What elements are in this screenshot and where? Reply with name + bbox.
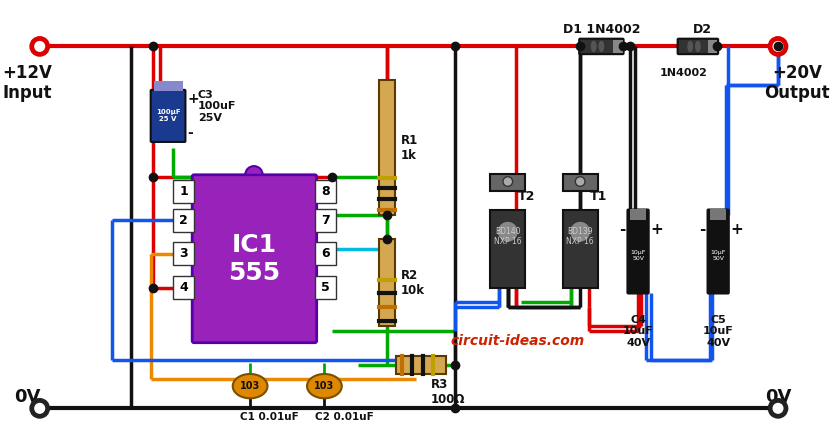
Text: T1: T1 bbox=[590, 190, 608, 202]
Text: 10μF
50V: 10μF 50V bbox=[710, 250, 726, 261]
FancyBboxPatch shape bbox=[627, 210, 649, 293]
Text: 6: 6 bbox=[321, 247, 330, 260]
FancyBboxPatch shape bbox=[379, 239, 395, 326]
Text: 7: 7 bbox=[321, 214, 330, 227]
Bar bbox=[154, 81, 183, 91]
Ellipse shape bbox=[307, 374, 342, 398]
FancyBboxPatch shape bbox=[707, 210, 729, 293]
Ellipse shape bbox=[687, 41, 693, 52]
Circle shape bbox=[497, 221, 519, 242]
Text: 5: 5 bbox=[321, 281, 330, 294]
Text: BD139
NXP 16: BD139 NXP 16 bbox=[566, 227, 594, 246]
Text: 0V: 0V bbox=[764, 388, 791, 406]
Text: 103: 103 bbox=[240, 381, 261, 391]
Text: 0V: 0V bbox=[14, 388, 41, 406]
Bar bbox=[707, 40, 717, 53]
Text: C1 0.01uF: C1 0.01uF bbox=[241, 412, 299, 422]
Text: R2
10k: R2 10k bbox=[401, 269, 425, 297]
Bar bbox=[173, 276, 194, 299]
Circle shape bbox=[769, 37, 788, 56]
FancyBboxPatch shape bbox=[563, 211, 598, 288]
Circle shape bbox=[30, 37, 49, 56]
Text: C5
10uF
40V: C5 10uF 40V bbox=[703, 314, 734, 348]
Bar bbox=[710, 209, 726, 220]
FancyBboxPatch shape bbox=[579, 39, 623, 54]
Text: D2: D2 bbox=[693, 22, 712, 35]
Text: T2: T2 bbox=[517, 190, 535, 202]
Text: -: - bbox=[188, 126, 193, 140]
Bar bbox=[315, 209, 336, 232]
Text: R3
100Ω: R3 100Ω bbox=[431, 378, 465, 406]
Text: 2: 2 bbox=[179, 214, 188, 227]
Bar bbox=[173, 209, 194, 232]
Bar bbox=[315, 242, 336, 266]
Text: C3
100uF
25V: C3 100uF 25V bbox=[198, 90, 237, 123]
Text: 8: 8 bbox=[321, 185, 330, 198]
Text: -: - bbox=[699, 222, 706, 237]
Text: -: - bbox=[619, 222, 626, 237]
Text: +20V
Output: +20V Output bbox=[764, 64, 830, 103]
Bar bbox=[630, 209, 646, 220]
Text: circuit-ideas.com: circuit-ideas.com bbox=[451, 334, 584, 348]
Circle shape bbox=[769, 399, 788, 418]
Circle shape bbox=[35, 404, 45, 413]
Bar bbox=[613, 40, 622, 53]
FancyBboxPatch shape bbox=[491, 211, 525, 288]
Circle shape bbox=[30, 399, 49, 418]
FancyBboxPatch shape bbox=[396, 356, 446, 374]
Text: 1N4002: 1N4002 bbox=[660, 69, 707, 78]
Bar bbox=[491, 174, 525, 191]
Text: +: + bbox=[651, 222, 663, 237]
Bar bbox=[173, 180, 194, 203]
Text: IC1
555: IC1 555 bbox=[228, 233, 280, 284]
Text: C2 0.01uF: C2 0.01uF bbox=[315, 412, 374, 422]
Text: 103: 103 bbox=[315, 381, 334, 391]
Text: +: + bbox=[188, 91, 199, 106]
Bar bbox=[315, 276, 336, 299]
Ellipse shape bbox=[695, 41, 701, 52]
Text: +: + bbox=[730, 222, 744, 237]
FancyBboxPatch shape bbox=[677, 39, 718, 54]
Text: +12V
Input: +12V Input bbox=[2, 64, 52, 103]
Text: R1
1k: R1 1k bbox=[401, 134, 417, 162]
Text: 3: 3 bbox=[179, 247, 188, 260]
Circle shape bbox=[774, 42, 783, 51]
FancyBboxPatch shape bbox=[379, 80, 395, 215]
Circle shape bbox=[774, 404, 783, 413]
Bar bbox=[315, 180, 336, 203]
Text: D1 1N4002: D1 1N4002 bbox=[563, 22, 640, 35]
Circle shape bbox=[575, 177, 585, 186]
Circle shape bbox=[503, 177, 513, 186]
Circle shape bbox=[35, 42, 45, 51]
Bar bbox=[563, 174, 598, 191]
Bar bbox=[173, 242, 194, 266]
Text: 100μF
25 V: 100μF 25 V bbox=[156, 109, 180, 122]
FancyBboxPatch shape bbox=[193, 175, 317, 343]
Ellipse shape bbox=[232, 374, 267, 398]
Text: 1: 1 bbox=[179, 185, 188, 198]
Text: BD140
NXP 16: BD140 NXP 16 bbox=[494, 227, 521, 246]
Wedge shape bbox=[246, 166, 262, 175]
Ellipse shape bbox=[598, 41, 604, 52]
Ellipse shape bbox=[591, 41, 597, 52]
FancyBboxPatch shape bbox=[151, 90, 185, 142]
Text: 10μF
50V: 10μF 50V bbox=[630, 250, 646, 261]
Text: 4: 4 bbox=[179, 281, 188, 294]
Circle shape bbox=[569, 221, 591, 242]
Text: C4
10uF
40V: C4 10uF 40V bbox=[622, 314, 653, 348]
